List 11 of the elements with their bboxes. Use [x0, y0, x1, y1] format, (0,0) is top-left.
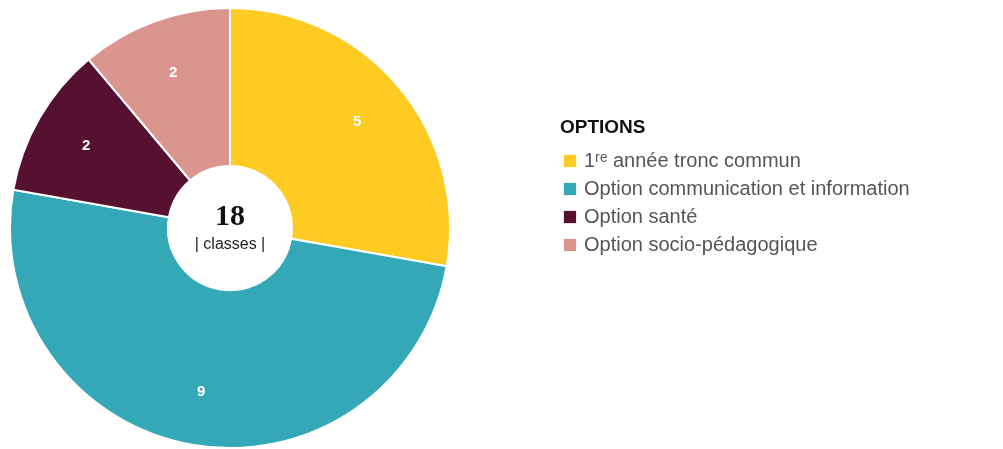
legend-label: Option communication et information: [584, 177, 910, 199]
text: | classes |: [194, 235, 266, 252]
legend-title: OPTIONS: [560, 116, 646, 137]
legend-label: 1ʳᵉ année tronc commun: [584, 149, 801, 171]
data-label: 5: [352, 112, 362, 130]
legend-label: Option santé: [584, 205, 698, 227]
text: 18: [215, 198, 245, 231]
data-label: 2: [169, 63, 178, 81]
data-label: 2: [82, 136, 91, 153]
legend-label: Option socio-pédagogique: [584, 233, 818, 255]
data-label: 9: [197, 382, 206, 400]
